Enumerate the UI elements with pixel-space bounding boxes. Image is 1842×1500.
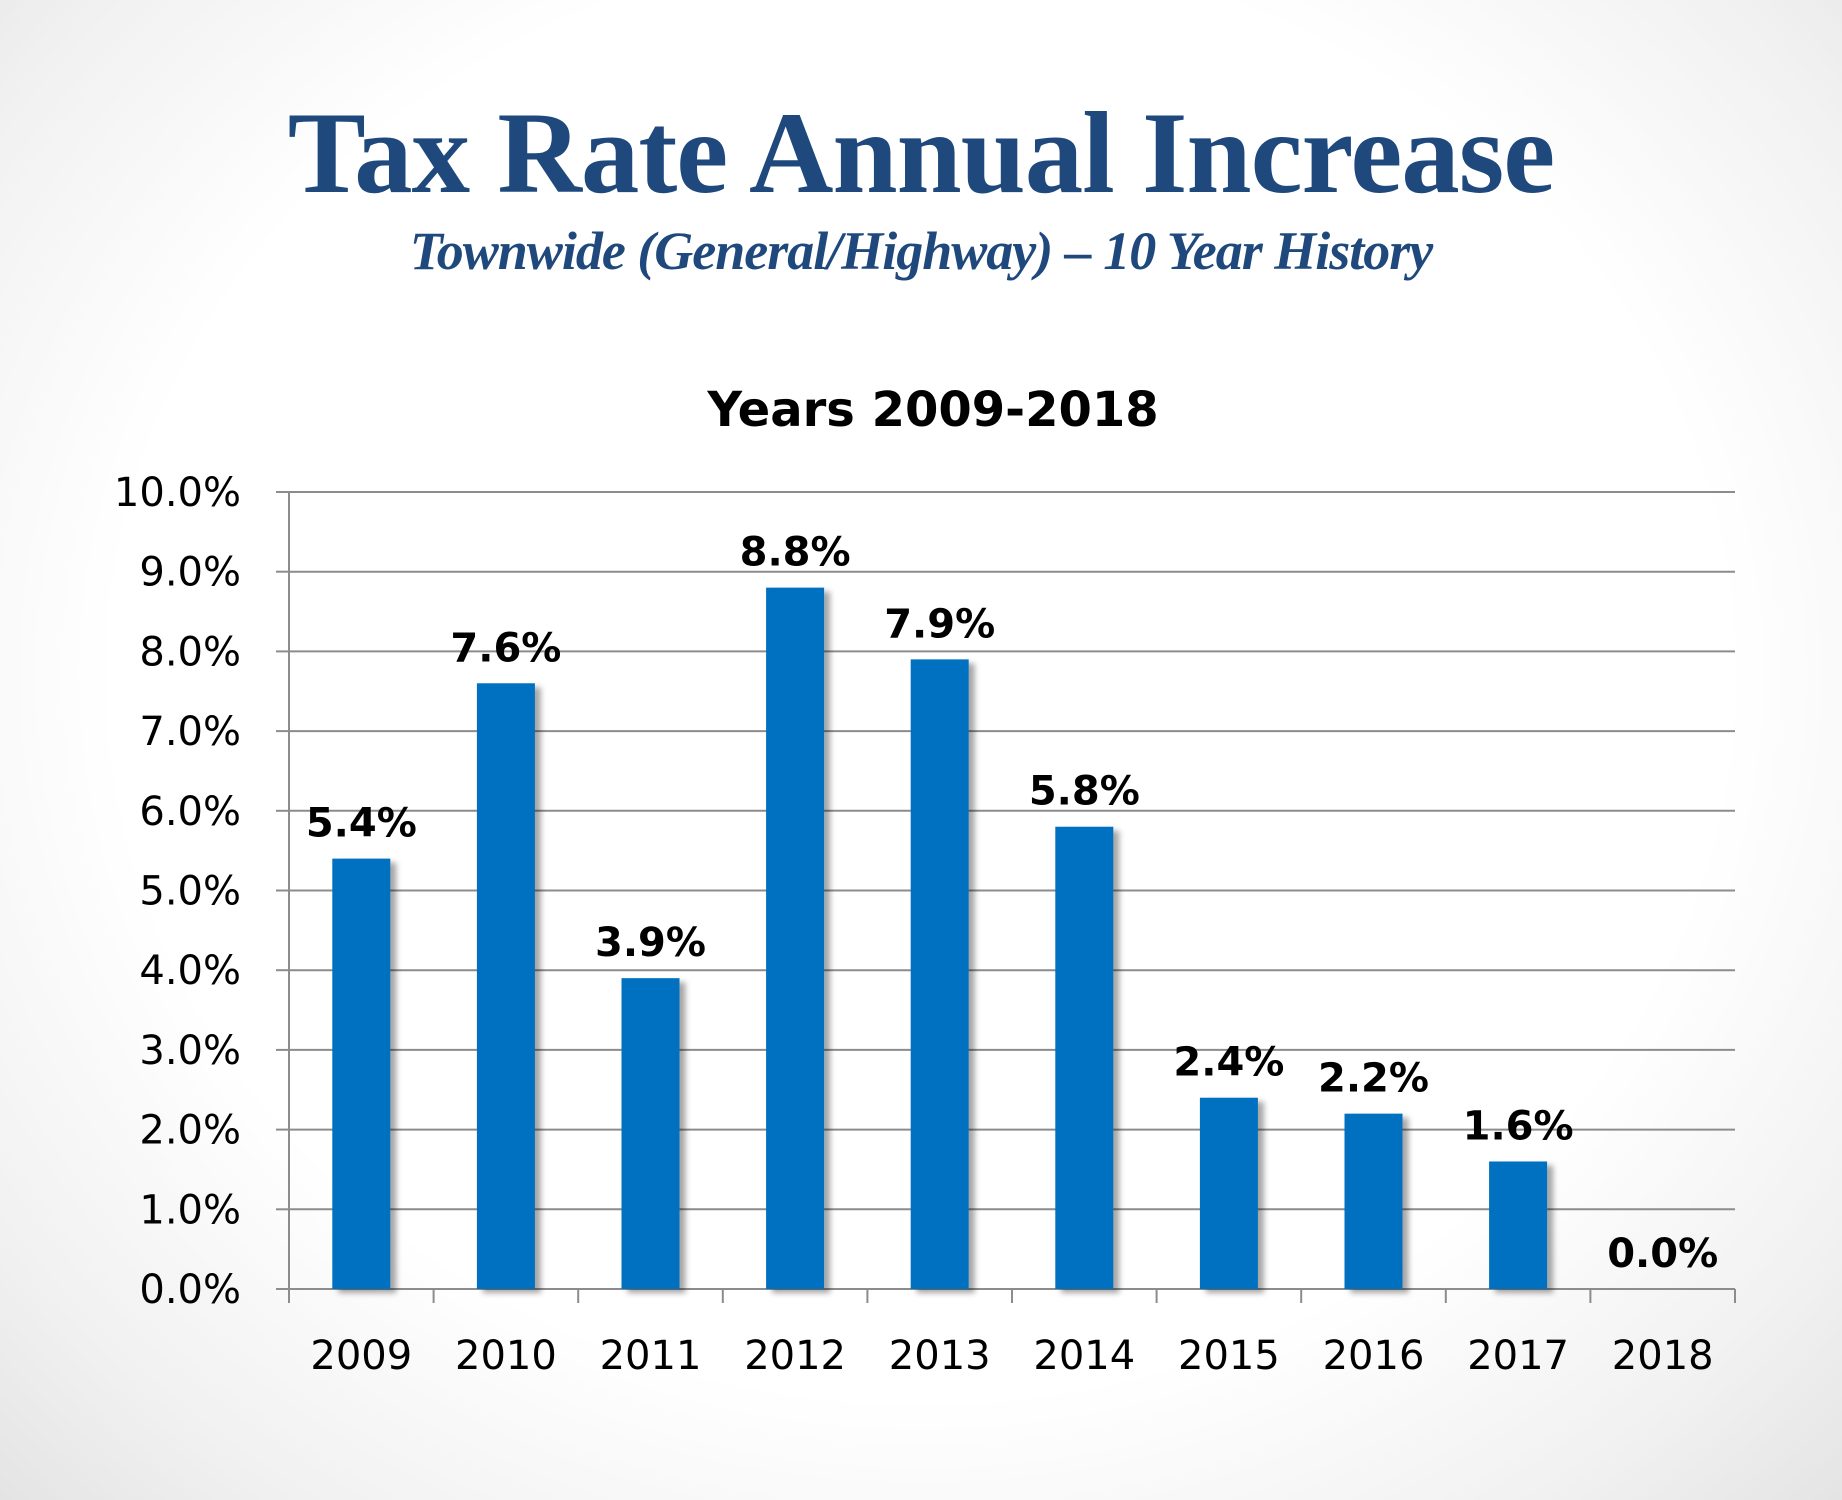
bar-value-label: 8.8% [740,530,851,576]
bar-value-label: 2.2% [1318,1056,1429,1102]
bar-2016 [1344,1113,1403,1289]
x-tick-label: 2011 [600,1333,702,1379]
slide-title: Tax Rate Annual Increase [287,89,1555,218]
y-axis-ticks: 0.0% 1.0% 2.0% 3.0% 4.0% 5.0% 6.0% 7.0% 8.0% 9.0%… [114,470,241,1313]
bars [332,587,1548,1289]
x-tick-label: 2010 [455,1333,557,1379]
y-tick-label: 0.0% [139,1267,241,1313]
x-tick-label: 2018 [1612,1333,1714,1379]
y-tick-label: 4.0% [139,948,241,994]
bar-2017 [1489,1161,1548,1289]
y-tick-label: 10.0% [114,470,241,516]
x-tick-label: 2013 [889,1333,991,1379]
bar-2012 [766,587,825,1289]
chart-title: Years 2009-2018 [706,382,1158,438]
bar-value-label: 7.9% [884,601,995,647]
slide-subtitle: Townwide (General/Highway) – 10 Year His… [409,221,1434,281]
y-tick-label: 1.0% [139,1187,241,1233]
x-tick-label: 2009 [310,1333,412,1379]
bar-2011 [621,978,680,1289]
bar-value-label: 7.6% [450,625,561,671]
x-tick-label: 2015 [1178,1333,1280,1379]
bar-2009 [332,858,391,1289]
x-tick-label: 2012 [744,1333,846,1379]
y-tick-label: 9.0% [139,550,241,596]
bar-2014 [1055,826,1114,1289]
bar-value-label: 3.9% [595,920,706,966]
bar-2010 [476,683,535,1289]
bar-2015 [1199,1097,1258,1289]
bar-2013 [910,659,969,1289]
bar-value-label: 5.8% [1029,769,1140,815]
bar-value-labels: 5.4% 7.6% 3.9% 8.8% 7.9% 5.8% 2.4% 2.2% 1.6% 0.0% [306,530,1718,1277]
x-tick-label: 2014 [1033,1333,1135,1379]
bar-value-label: 0.0% [1607,1231,1718,1277]
bar-value-label: 2.4% [1173,1040,1284,1086]
x-tick-label: 2016 [1323,1333,1425,1379]
y-tick-label: 5.0% [139,869,241,915]
bar-value-label: 5.4% [306,801,417,847]
y-tick-label: 7.0% [139,709,241,755]
y-tick-label: 3.0% [139,1028,241,1074]
x-axis-ticks: 2009 2010 2011 2012 2013 2014 2015 2016 2017 2018 [310,1333,1713,1379]
y-tick-label: 2.0% [139,1108,241,1154]
y-tick-label: 8.0% [139,629,241,675]
x-tick-label: 2017 [1467,1333,1569,1379]
bar-value-label: 1.6% [1463,1103,1574,1149]
y-tick-label: 6.0% [139,789,241,835]
